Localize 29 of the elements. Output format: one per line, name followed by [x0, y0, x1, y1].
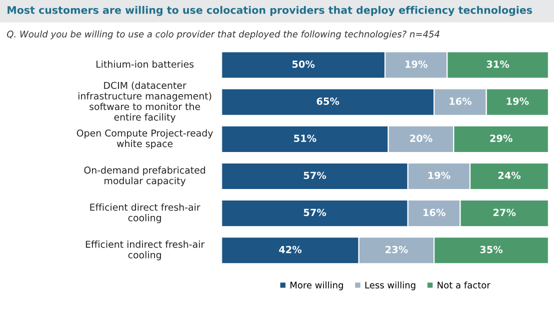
data-label: 19%: [428, 172, 450, 180]
data-label: 20%: [410, 134, 432, 142]
data-label: 57%: [304, 208, 326, 216]
data-label: 23%: [386, 246, 408, 254]
chart-subtitle: Q. Would you be willing to use a colo provider that deployed the following technologies? n=454: [7, 30, 440, 40]
chart-title: Most customers are willing to use colocation providers that deploy efficiency technologies: [8, 6, 532, 16]
data-label: 19%: [406, 60, 428, 68]
y-tick-label: Open Compute Project-ready white space: [76, 129, 213, 150]
data-label: 35%: [480, 246, 503, 254]
data-label: 31%: [486, 60, 510, 68]
data-label: 16%: [450, 98, 472, 105]
data-label: 57%: [304, 172, 326, 180]
data-label: 24%: [498, 172, 521, 180]
data-label: 65%: [316, 98, 340, 105]
data-label: 27%: [493, 208, 516, 216]
data-label: 42%: [279, 246, 302, 254]
y-tick-label: Efficient direct fresh-air cooling: [90, 203, 200, 224]
data-label: 51%: [294, 134, 316, 142]
legend-label: Less willing: [365, 281, 416, 290]
y-tick-label: Efficient indirect fresh-air cooling: [86, 240, 205, 260]
y-tick-label: On-demand prefabricated modular capacity: [84, 166, 206, 186]
data-label: 16%: [424, 208, 446, 216]
y-tick-label: DCIM (datacenter infrastructure management) software to monitor the entire facility: [78, 82, 212, 123]
data-label: 29%: [490, 134, 512, 142]
y-tick-label: Lithium-ion batteries: [96, 60, 194, 68]
legend-label: More willing: [290, 281, 343, 290]
legend-label: Not a factor: [438, 281, 490, 288]
data-label: 50%: [292, 60, 315, 68]
data-label: 19%: [506, 98, 529, 105]
